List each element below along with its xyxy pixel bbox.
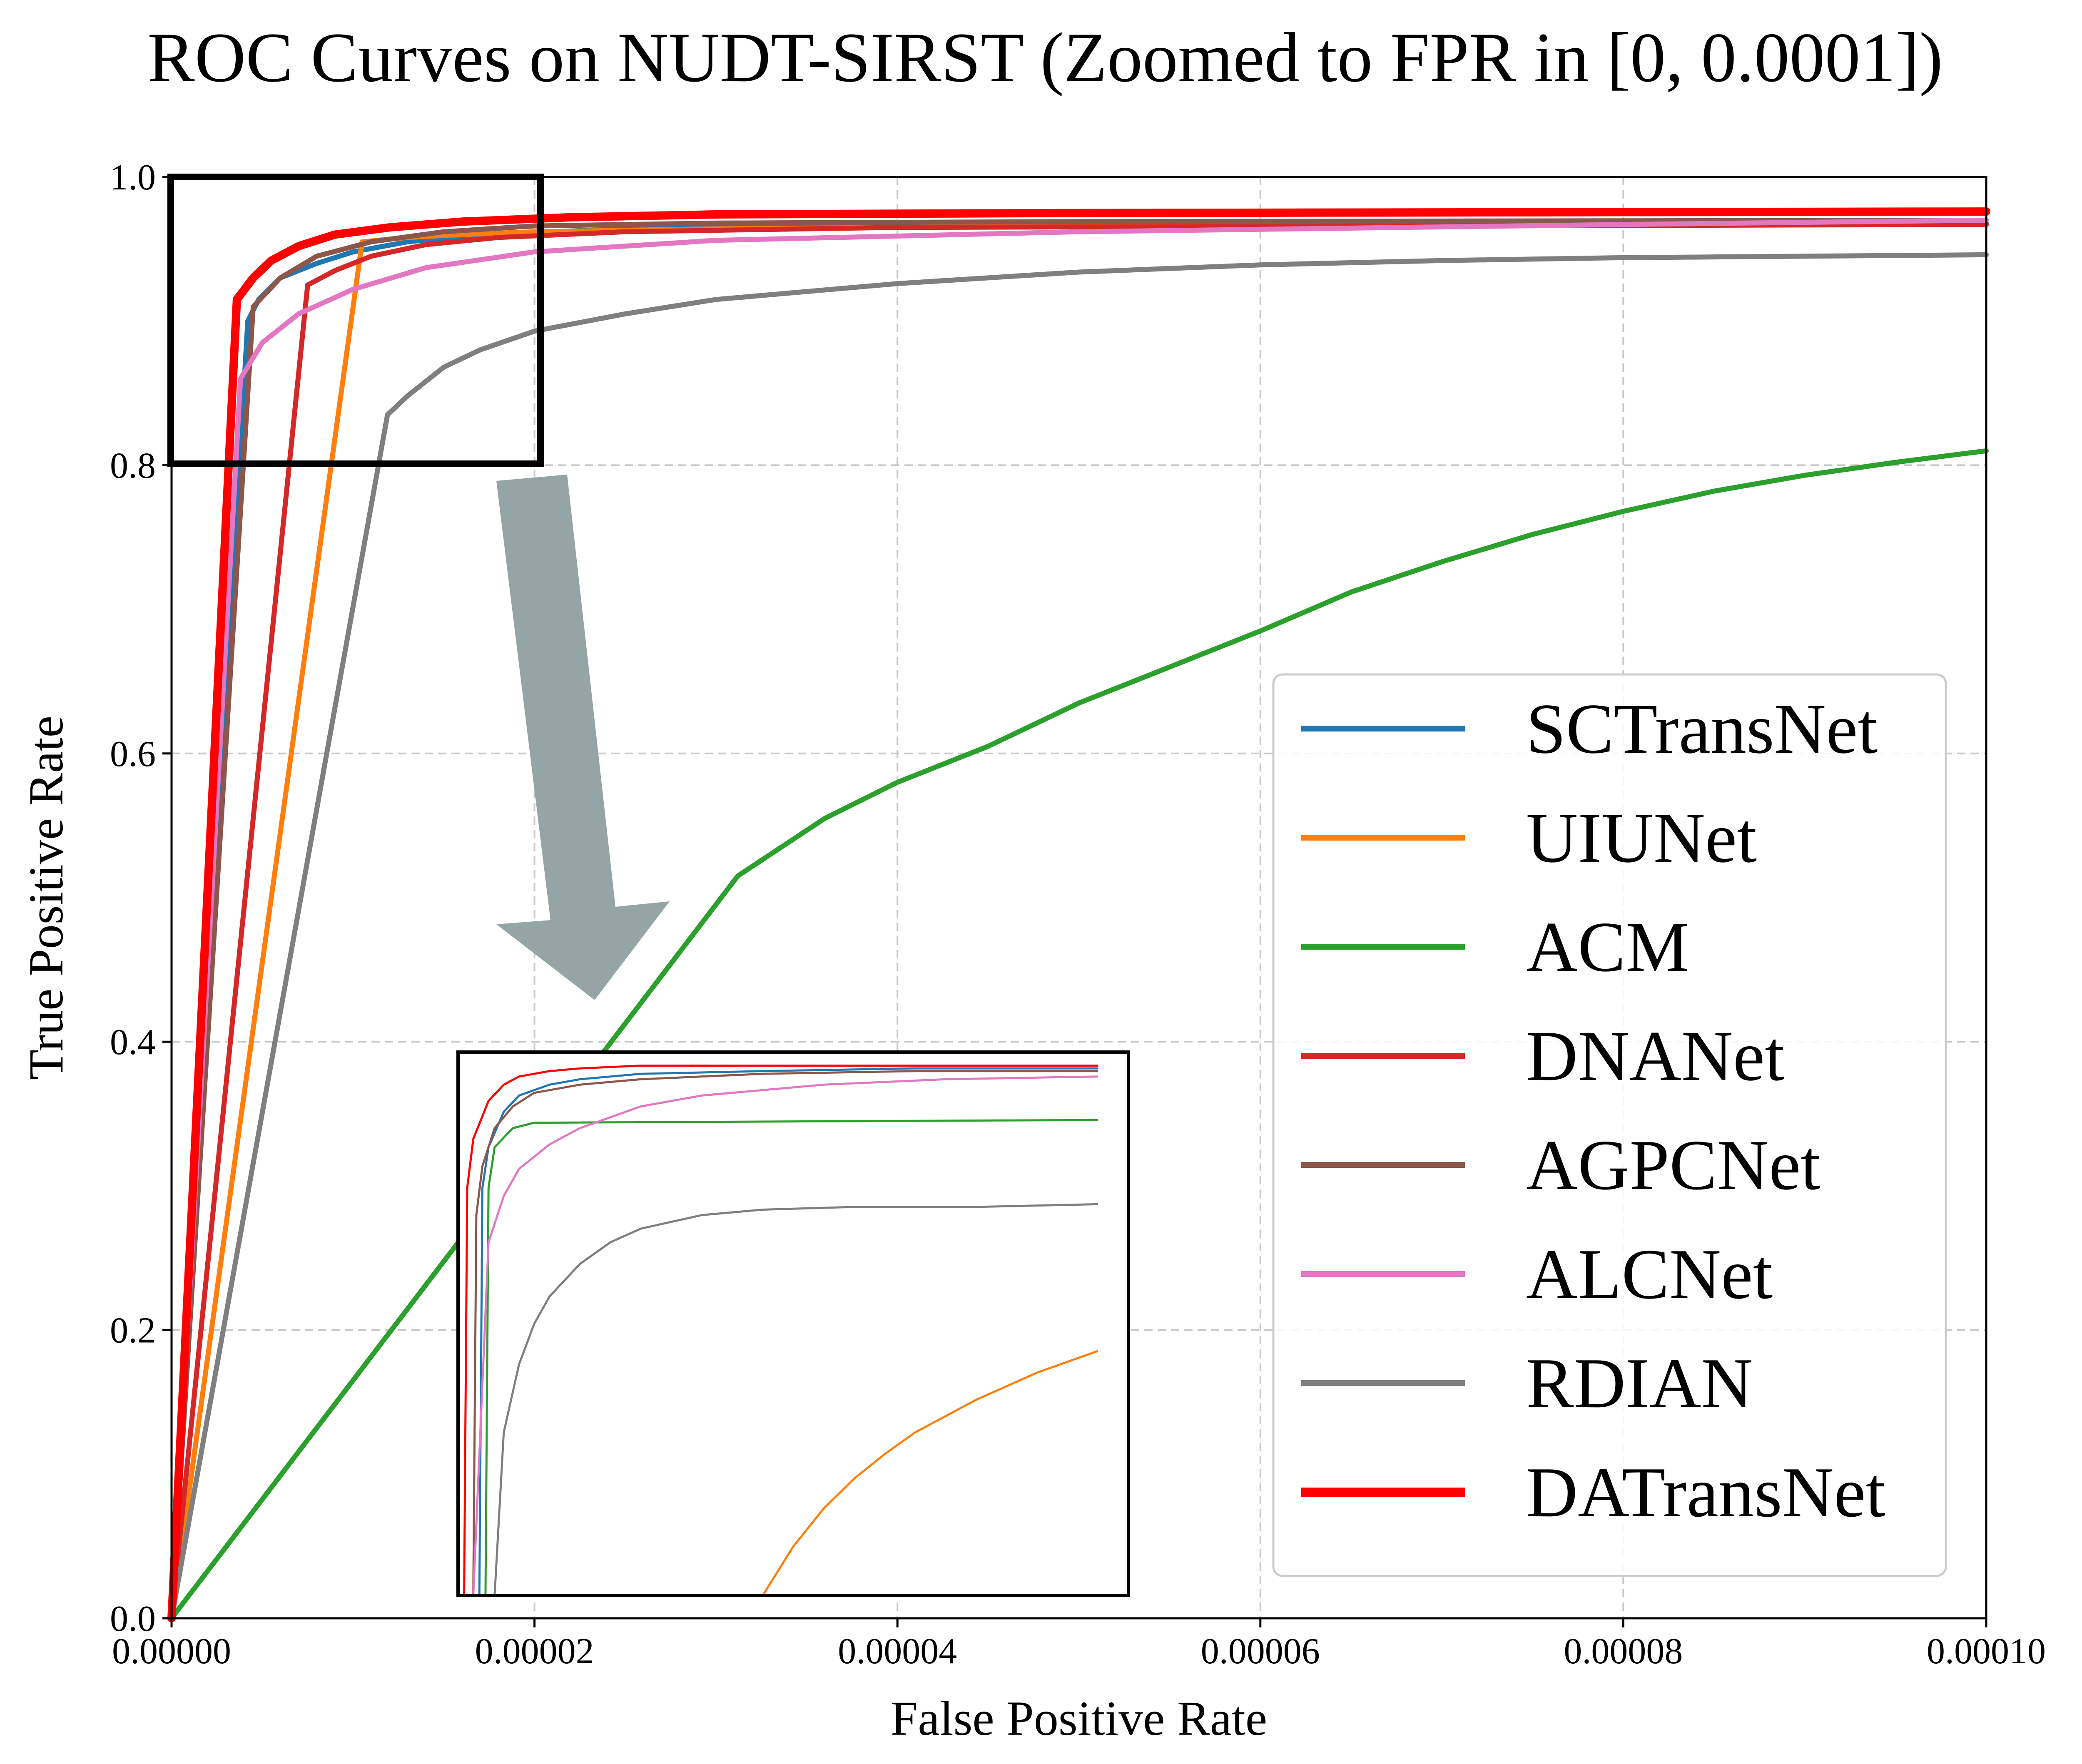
- x-tick-label: 0.00008: [1564, 1631, 1683, 1672]
- legend-label-agpcnet: AGPCNet: [1526, 1126, 1821, 1205]
- inset-line-sctransnet: [478, 1067, 1098, 1596]
- y-tick-label: 0.2: [110, 1311, 156, 1351]
- legend-label-datransnet: DATransNet: [1526, 1453, 1885, 1532]
- plot-frame: [170, 176, 1987, 1620]
- inset-line-agpcnet: [472, 1070, 1098, 1596]
- inset-line-rdian: [493, 1203, 1098, 1596]
- inset-line-uiunet: [762, 1350, 1098, 1596]
- legend: SCTransNet UIUNet ACM DNANet AGPCNet ALCNet RD…: [1272, 673, 1947, 1577]
- x-tick-label: 0.00000: [112, 1631, 231, 1672]
- axis-ticks: 0.00000 0.00002 0.00004 0.00006 0.00008 0.000…: [110, 157, 2046, 1672]
- y-tick-label: 1.0: [110, 157, 156, 198]
- legend-label-rdian: RDIAN: [1526, 1344, 1753, 1423]
- x-axis-label: False Positive Rate: [891, 1691, 1268, 1746]
- series-line-datransnet: [167, 207, 1990, 1622]
- y-tick-label: 0.8: [110, 445, 156, 486]
- inset-line-datransnet: [463, 1065, 1098, 1596]
- legend-label-sctransnet: SCTransNet: [1526, 689, 1878, 769]
- chart-title: ROC Curves on NUDT-SIRST (Zoomed to FPR …: [147, 18, 1943, 97]
- inset-series-lines: [463, 1065, 1098, 1596]
- legend-label-acm: ACM: [1526, 908, 1689, 987]
- x-tick-label: 0.00010: [1927, 1631, 2046, 1672]
- inset-line-alcnet: [472, 1075, 1098, 1596]
- series-lines: [167, 207, 1990, 1622]
- inset-background: [458, 1052, 1128, 1595]
- series-line-dnanet: [169, 222, 1989, 1621]
- legend-label-dnanet: DNANet: [1526, 1017, 1785, 1096]
- series-line-acm: [169, 448, 1989, 1621]
- y-tick-label: 0.0: [110, 1599, 156, 1639]
- legend-label-uiunet: UIUNet: [1526, 799, 1757, 878]
- y-tick-label: 0.6: [110, 734, 156, 774]
- x-tick-label: 0.00004: [838, 1631, 957, 1672]
- legend-label-alcnet: ALCNet: [1526, 1235, 1773, 1314]
- series-line-rdian: [169, 252, 1989, 1621]
- zoom-region-box: [167, 174, 544, 467]
- inset-frame: [456, 1050, 1130, 1597]
- series-line-agpcnet: [169, 217, 1989, 1621]
- legend-box: [1272, 673, 1947, 1577]
- y-axis-label: True Positive Rate: [19, 716, 73, 1080]
- x-tick-label: 0.00002: [475, 1631, 594, 1672]
- y-tick-label: 0.4: [110, 1022, 156, 1062]
- zoom-arrow: [496, 475, 670, 1000]
- x-tick-label: 0.00006: [1201, 1631, 1320, 1672]
- inset-zoom-plot: [456, 1050, 1130, 1597]
- series-line-alcnet: [169, 217, 1989, 1621]
